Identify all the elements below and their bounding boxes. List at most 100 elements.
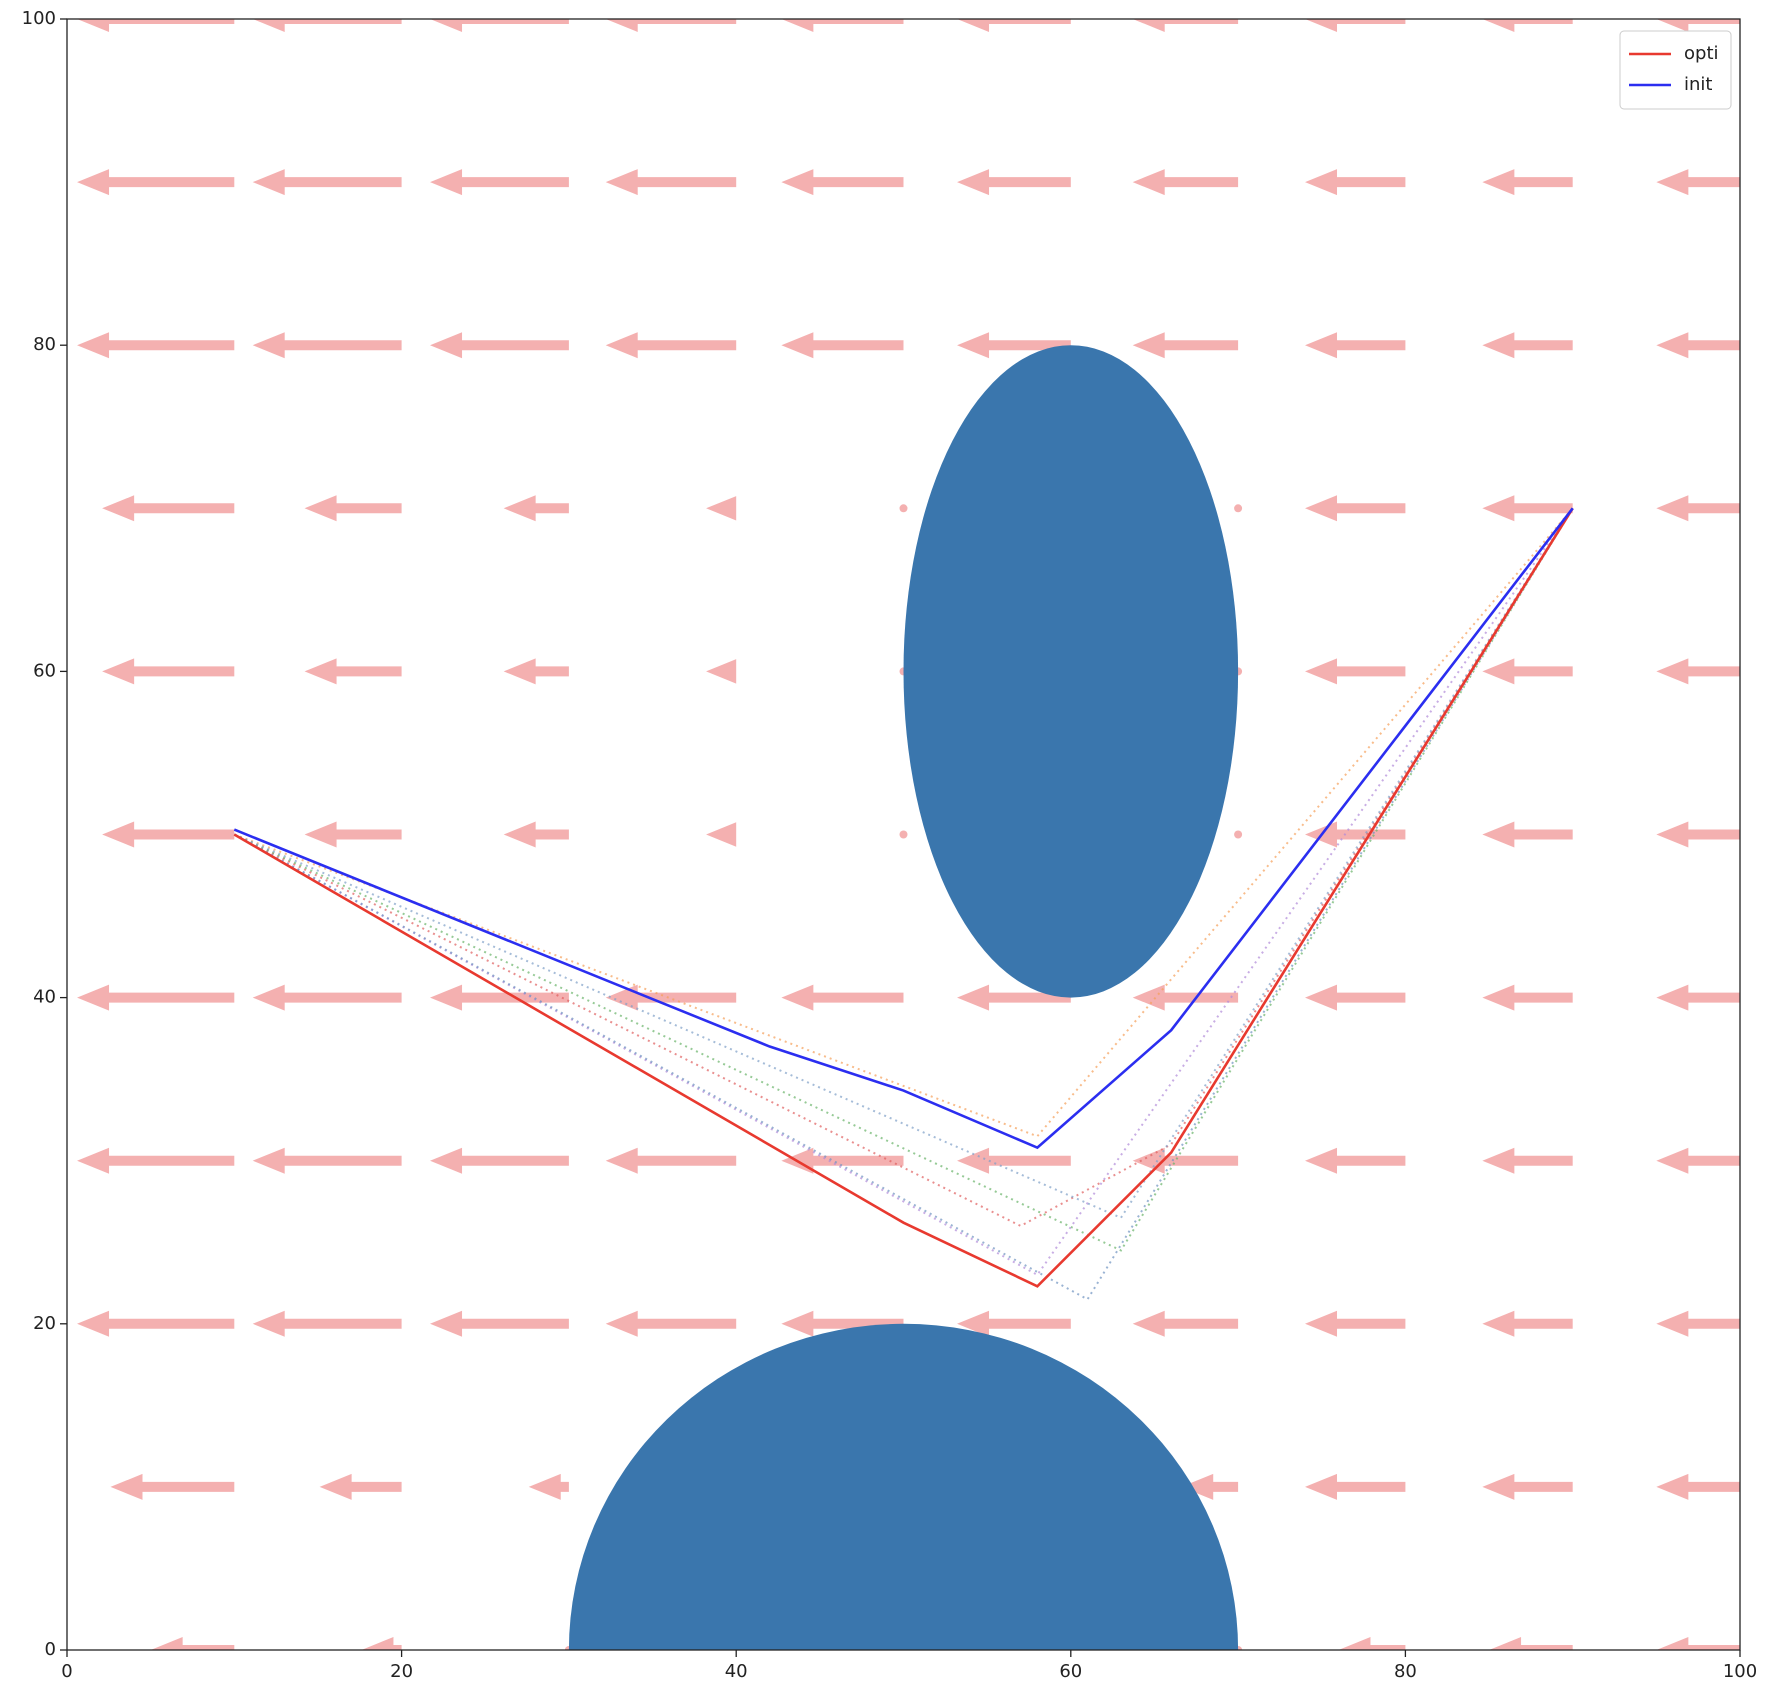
quiver-arrow [1305, 984, 1406, 1011]
quiver-arrow [706, 659, 737, 684]
quiver-arrow [77, 1147, 235, 1174]
legend-label: opti [1684, 43, 1719, 64]
x-tick-label: 40 [725, 1661, 748, 1682]
x-tick-label: 100 [1723, 1661, 1757, 1682]
quiver-arrow [430, 1147, 569, 1174]
quiver-arrow [1482, 1147, 1573, 1174]
x-tick-label: 60 [1059, 1661, 1082, 1682]
quiver-arrow [1305, 19, 1406, 32]
quiver-arrow [957, 1310, 1071, 1337]
y-tick-label: 80 [33, 334, 56, 355]
quiver-arrow [1482, 658, 1573, 685]
y-tick-label: 60 [33, 660, 56, 681]
quiver-arrow [1181, 1473, 1239, 1500]
plot-area [77, 19, 1740, 1650]
quiver-arrow [1305, 658, 1406, 685]
quiver-arrow [77, 332, 235, 359]
quiver-arrow [1305, 332, 1406, 359]
axes-frame [66, 18, 1741, 1651]
quiver-arrow [1482, 984, 1573, 1011]
quiver-arrow [361, 1637, 402, 1650]
quiver-arrow [528, 1473, 569, 1500]
quiver-arrow [77, 1310, 235, 1337]
quiver-arrow [781, 19, 904, 32]
quiver-arrow [304, 658, 402, 685]
quiver-arrow [1656, 658, 1740, 685]
quiver-arrow [102, 495, 235, 522]
quiver-arrow [781, 1310, 904, 1337]
quiver-arrow [1132, 332, 1239, 359]
quiver-arrow [706, 496, 737, 521]
quiver-arrow [1305, 169, 1406, 196]
quiver-arrow [1482, 19, 1573, 32]
series-line [233, 507, 1574, 1252]
quiver-arrow [781, 984, 904, 1011]
quiver-arrow [102, 658, 235, 685]
x-tick-label: 80 [1394, 1661, 1417, 1682]
y-tick-label: 40 [33, 987, 56, 1008]
quiver-arrow [1305, 821, 1406, 848]
quiver-arrow [605, 984, 737, 1011]
quiver-arrow [1656, 821, 1740, 848]
quiver-arrow [605, 332, 737, 359]
quiver-arrow [1305, 1310, 1406, 1337]
quiver-arrow [1656, 169, 1740, 196]
quiver-arrow [957, 169, 1071, 196]
quiver-arrow [1656, 1147, 1740, 1174]
series-line [233, 507, 1574, 1150]
quiver-arrow [1132, 19, 1239, 32]
obstacle [903, 345, 1239, 998]
quiver-arrow [1482, 1473, 1573, 1500]
quiver-arrow [430, 1310, 569, 1337]
quiver-arrow [1482, 821, 1573, 848]
series-line [233, 507, 1574, 1288]
quiver-dot [899, 504, 908, 513]
quiver-arrow [150, 1637, 235, 1650]
quiver-arrow [252, 19, 402, 32]
quiver-arrow [605, 1147, 737, 1174]
quiver-arrow [1656, 332, 1740, 359]
quiver-arrow [1132, 169, 1239, 196]
quiver-arrow [1656, 1310, 1740, 1337]
quiver-arrow [252, 1147, 402, 1174]
y-tick-label: 20 [33, 1313, 56, 1334]
quiver-arrow [1482, 1310, 1573, 1337]
quiver-arrow [503, 658, 569, 685]
y-tick-label: 100 [22, 8, 56, 29]
quiver-arrow [77, 169, 235, 196]
series-line [233, 507, 1574, 1228]
quiver-arrow [110, 1473, 235, 1500]
quiver-arrow [77, 19, 235, 32]
quiver-arrow [1656, 1473, 1740, 1500]
quiver-dot [1234, 504, 1243, 513]
quiver-arrow [252, 984, 402, 1011]
quiver-arrow [1132, 984, 1239, 1011]
quiver-arrow [77, 984, 235, 1011]
quiver-arrow [430, 984, 569, 1011]
quiver-arrow [605, 169, 737, 196]
quiver-arrow [781, 1147, 904, 1174]
quiver-arrow [1482, 169, 1573, 196]
series-line [233, 507, 1574, 1301]
quiver-arrow [430, 19, 569, 32]
quiver-arrow [503, 821, 569, 848]
quiver-arrow [957, 19, 1071, 32]
quiver-arrow [304, 821, 402, 848]
legend-box [1619, 30, 1732, 110]
quiver-arrow [1656, 19, 1740, 32]
quiver-arrow [957, 332, 1071, 359]
quiver-arrow [957, 1147, 1071, 1174]
quiver-arrow [430, 332, 569, 359]
quiver-arrow [102, 821, 235, 848]
quiver-arrow [1132, 1147, 1239, 1174]
quiver-arrow [1305, 1147, 1406, 1174]
x-tick-label: 0 [61, 1661, 72, 1682]
quiver-arrow [1305, 1473, 1406, 1500]
quiver-arrow [1656, 1637, 1740, 1650]
quiver-arrow [1656, 984, 1740, 1011]
quiver-arrow [1338, 1637, 1406, 1650]
quiver-arrow [304, 495, 402, 522]
legend-label: init [1684, 74, 1712, 95]
